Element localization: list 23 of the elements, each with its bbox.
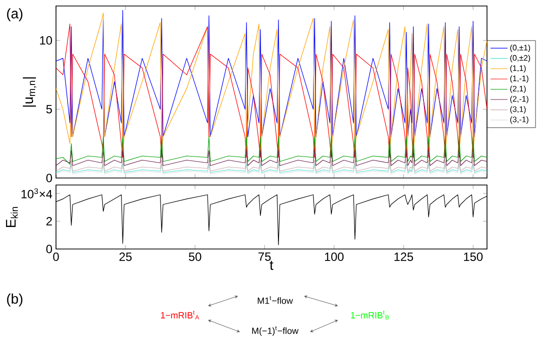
line-series — [56, 160, 488, 172]
y-axis-title: |u$_{m,n}$| — [22, 77, 36, 107]
x-axis-title: t — [270, 260, 274, 270]
y-tick-label: 10$^{3}$×4 — [22, 188, 52, 198]
y-tick-label: 0 — [46, 174, 52, 182]
x-tick-label: 125 — [394, 252, 414, 261]
x-tick-label: 50 — [188, 252, 202, 261]
text: M1$^{t}$−flow — [258, 296, 293, 304]
x-tick-label: 100 — [325, 252, 344, 261]
y-tick-label: 5 — [46, 105, 52, 114]
text: (a) — [7, 8, 22, 22]
y-tick-label: 10 — [40, 36, 52, 45]
text: (b) — [7, 294, 22, 307]
y-tick-label: 2 — [46, 217, 52, 226]
x-tick-label: 25 — [119, 252, 132, 261]
y-tick-label: 0 — [46, 244, 52, 254]
line-series — [56, 150, 488, 166]
y-axis-title: E$_{kin}$ — [6, 206, 18, 228]
x-tick-label: 150 — [464, 252, 483, 261]
line-series — [56, 136, 488, 165]
x-tick-label: 0 — [53, 252, 59, 261]
text: M(−1)$^{t}$−flow — [252, 326, 299, 336]
x-tick-label: 75 — [258, 252, 271, 261]
